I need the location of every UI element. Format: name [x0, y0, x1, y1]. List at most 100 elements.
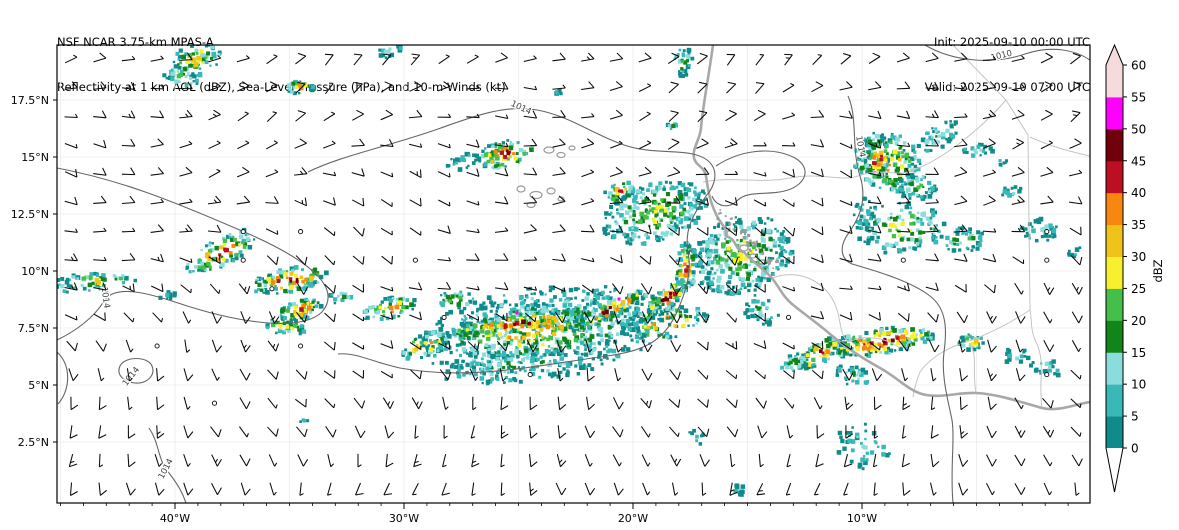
- wind-barb-icon: [987, 339, 997, 353]
- wind-barb-icon: [524, 312, 537, 323]
- wind-barb-icon: [64, 143, 78, 149]
- wind-barb-icon: [1070, 369, 1082, 380]
- wind-barb-icon: [872, 453, 878, 468]
- wind-barb-icon: [930, 396, 936, 411]
- wind-barb-icon: [958, 482, 969, 496]
- calm-wind-icon: [211, 400, 218, 406]
- calm-wind-icon: [785, 314, 792, 320]
- wind-barb-icon: [844, 396, 854, 411]
- wind-barb-icon: [179, 81, 193, 90]
- wind-barb-icon: [896, 110, 911, 119]
- wind-barb-icon: [755, 54, 765, 66]
- wind-barb-icon: [466, 139, 480, 148]
- wind-barb-icon: [1040, 166, 1054, 177]
- wind-barb-icon: [442, 453, 447, 468]
- wind-barb-icon: [523, 167, 538, 176]
- wind-barb-icon: [352, 370, 365, 379]
- wind-barb-icon: [156, 425, 165, 439]
- wind-barb-icon: [408, 282, 423, 291]
- wind-barb-icon: [697, 110, 708, 123]
- wind-barb-icon: [783, 226, 796, 237]
- wind-barb-icon: [1014, 454, 1026, 467]
- wind-barb-icon: [552, 84, 566, 90]
- wind-barb-icon: [211, 311, 222, 324]
- wind-barb-icon: [982, 253, 997, 263]
- wind-barb-icon: [954, 284, 967, 293]
- wind-barb-icon: [959, 425, 969, 439]
- wind-barb-icon: [958, 339, 966, 353]
- wind-barb-icon: [641, 368, 653, 381]
- wind-barb-icon: [698, 311, 710, 324]
- wind-barb-icon: [125, 482, 136, 496]
- wind-barb-icon: [93, 139, 107, 149]
- wind-barb-icon: [557, 396, 567, 411]
- wind-barb-icon: [523, 110, 538, 119]
- wind-barb-icon: [927, 312, 939, 323]
- wind-barb-icon: [610, 140, 623, 149]
- wind-barb-icon: [296, 282, 308, 295]
- wind-barb-icon: [641, 311, 653, 324]
- wind-barb-icon: [496, 340, 509, 352]
- wind-barb-icon: [265, 140, 278, 150]
- wind-barb-icon: [552, 110, 566, 118]
- colorbar-tick-label: 60: [1131, 59, 1146, 73]
- wind-barb-icon: [954, 52, 968, 62]
- wind-barb-icon: [902, 396, 911, 411]
- wind-barb-icon: [610, 254, 623, 264]
- wind-barb-icon: [1070, 52, 1081, 65]
- wind-barb-icon: [266, 54, 278, 65]
- wind-barb-icon: [756, 482, 766, 496]
- calm-wind-icon: [298, 343, 304, 349]
- wind-barb-icon: [585, 339, 593, 353]
- wind-barb-icon: [125, 339, 134, 353]
- wind-barb-icon: [323, 227, 336, 237]
- wind-barb-icon: [1011, 55, 1025, 63]
- wind-barb-icon: [954, 224, 968, 233]
- colorbar-tick-label: 5: [1131, 410, 1139, 424]
- calm-wind-icon: [240, 257, 246, 263]
- wind-barb-icon: [296, 426, 308, 438]
- wind-barb-icon: [528, 425, 538, 439]
- wind-barb-icon: [438, 199, 451, 207]
- wind-barb-icon: [641, 339, 653, 353]
- wind-barb-icon: [267, 369, 279, 380]
- wind-barb-icon: [353, 226, 365, 237]
- wind-barb-icon: [121, 195, 136, 205]
- wind-barb-icon: [64, 314, 78, 321]
- wind-barb-icon: [208, 109, 221, 121]
- wind-barb-icon: [322, 171, 337, 177]
- wind-barb-icon: [670, 282, 682, 295]
- wind-barb-icon: [437, 257, 452, 262]
- wind-barb-icon: [380, 286, 394, 292]
- wind-barb-icon: [581, 52, 595, 62]
- wind-barb-icon: [754, 255, 767, 266]
- wind-barb-icon: [265, 196, 279, 204]
- wind-barb-icon: [925, 224, 939, 233]
- wind-barb-icon: [556, 339, 567, 353]
- wind-barb-icon: [411, 482, 419, 496]
- wind-barb-icon: [843, 482, 849, 496]
- wind-barb-icon: [66, 340, 78, 352]
- wind-barb-icon: [324, 255, 336, 266]
- wind-barb-icon: [268, 311, 280, 324]
- wind-barb-icon: [986, 425, 997, 439]
- wind-barb-icon: [183, 454, 191, 467]
- wind-barb-icon: [209, 283, 221, 295]
- wind-barb-icon: [671, 482, 679, 496]
- wind-barb-icon: [839, 142, 853, 149]
- y-tick-label: 7.5°N: [18, 322, 49, 335]
- wind-barb-icon: [409, 198, 422, 207]
- wind-barb-icon: [782, 342, 795, 350]
- wind-barb-icon: [586, 396, 595, 411]
- wind-barb-icon: [413, 453, 422, 468]
- wind-barb-icon: [843, 453, 853, 468]
- wind-barb-icon: [381, 255, 393, 265]
- wind-barb-icon: [95, 340, 107, 352]
- wind-barb-icon: [409, 311, 422, 321]
- wind-barb-icon: [725, 370, 738, 380]
- wind-barb-icon: [614, 368, 622, 382]
- wind-barb-icon: [753, 109, 766, 122]
- wind-barb-icon: [494, 282, 509, 291]
- wind-barb-icon: [64, 253, 78, 262]
- wind-barb-icon: [385, 453, 394, 468]
